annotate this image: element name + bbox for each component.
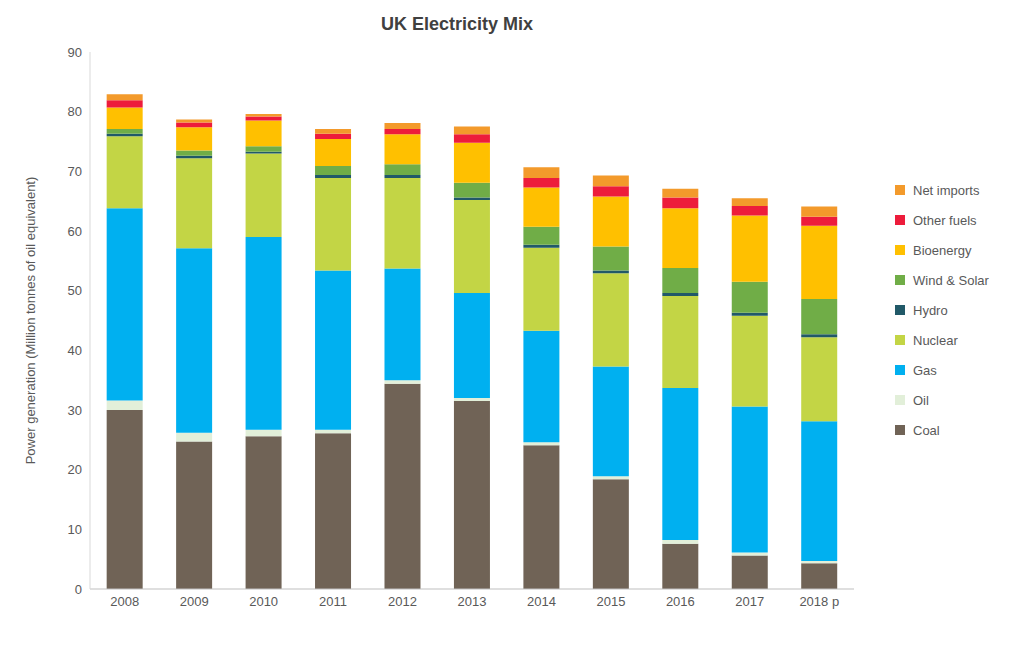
svg-text:Power generation (Million tonn: Power generation (Million tonnes of oil … xyxy=(23,177,38,465)
svg-text:10: 10 xyxy=(68,522,82,537)
svg-text:70: 70 xyxy=(68,164,82,179)
svg-text:2014: 2014 xyxy=(527,594,556,609)
html-text:Hydro: Hydro xyxy=(913,302,948,318)
svg-text:2018 p: 2018 p xyxy=(799,594,839,609)
svg-text:2008: 2008 xyxy=(110,594,139,609)
svg-text:80: 80 xyxy=(68,104,82,119)
svg-text:2010: 2010 xyxy=(249,594,278,609)
svg-text:30: 30 xyxy=(68,403,82,418)
svg-text:20: 20 xyxy=(68,462,82,477)
html-text:Coal: Coal xyxy=(913,422,940,438)
svg-text:2012: 2012 xyxy=(388,594,417,609)
html-text:Other fuels: Other fuels xyxy=(913,212,977,228)
svg-text:0: 0 xyxy=(75,582,82,597)
html-text:UK Electricity Mix: UK Electricity Mix xyxy=(381,14,533,34)
svg-text:40: 40 xyxy=(68,343,82,358)
html-text:Oil: Oil xyxy=(913,392,929,408)
html-text:Wind & Solar: Wind & Solar xyxy=(913,272,989,288)
svg-text:2016: 2016 xyxy=(666,594,695,609)
svg-text:2013: 2013 xyxy=(458,594,487,609)
svg-text:2017: 2017 xyxy=(735,594,764,609)
svg-text:2009: 2009 xyxy=(180,594,209,609)
svg-text:90: 90 xyxy=(68,45,82,60)
html-text:Net imports: Net imports xyxy=(913,182,980,198)
svg-text:2011: 2011 xyxy=(319,594,347,609)
html-text:Bioenergy: Bioenergy xyxy=(913,242,972,258)
svg-text:60: 60 xyxy=(68,224,82,239)
html-text:Nuclear: Nuclear xyxy=(913,332,958,348)
svg-text:2015: 2015 xyxy=(596,594,625,609)
svg-text:50: 50 xyxy=(68,283,82,298)
html-text:Gas: Gas xyxy=(913,362,937,378)
